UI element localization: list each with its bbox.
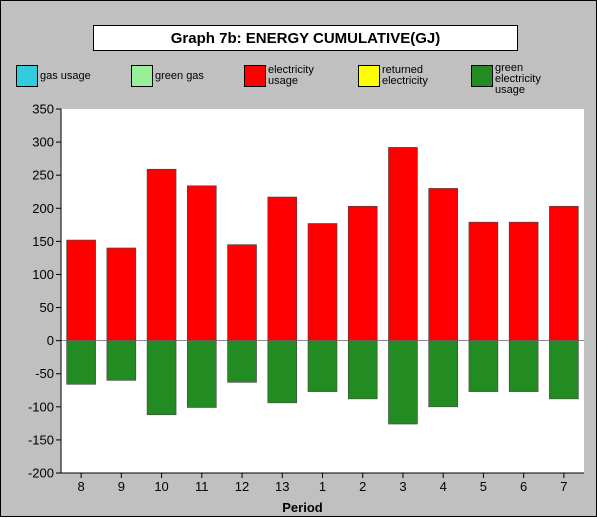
bar-green-electricity-usage-6 (508, 340, 539, 392)
bar-electricity-usage-3 (388, 147, 418, 341)
y-tick-label: 150 (32, 234, 54, 249)
y-tick-label: 100 (32, 267, 54, 282)
bar-green-electricity-usage-13 (267, 340, 298, 404)
bar-electricity-usage-4 (428, 188, 458, 341)
x-tick-label: 1 (319, 479, 326, 494)
bar-green-electricity-usage-1 (307, 340, 338, 392)
bar-green-electricity-usage-8 (66, 340, 96, 385)
x-axis-title: Period (282, 500, 323, 515)
y-tick-label: 0 (47, 333, 54, 348)
bar-green-electricity-usage-7 (549, 340, 579, 400)
y-tick-label: 250 (32, 168, 54, 183)
bar-electricity-usage-5 (468, 221, 499, 341)
y-tick-label: 200 (32, 201, 54, 216)
legend-label-returned-electricity: returned electricity (382, 64, 428, 87)
x-tick-label: 12 (235, 479, 249, 494)
legend-label-green-gas: green gas (155, 70, 204, 82)
legend-swatch-green-electricity-usage (471, 65, 493, 87)
y-tick-label: -100 (28, 399, 54, 414)
bar-green-electricity-usage-10 (146, 340, 177, 416)
legend-label-green-electricity-usage: green electricity usage (495, 62, 541, 96)
x-tick-label: 4 (440, 479, 447, 494)
legend-label-gas-usage: gas usage (40, 70, 91, 82)
x-tick-label: 8 (77, 479, 84, 494)
bar-electricity-usage-13 (267, 196, 298, 341)
legend-swatch-gas-usage (16, 65, 38, 87)
bar-electricity-usage-9 (106, 247, 137, 341)
chart-title: Graph 7b: ENERGY CUMULATIVE(GJ) (93, 25, 518, 51)
axes-group: 8 9 10 11 12 13 1 2 3 4 5 6 7350300250200150100500-5… (28, 102, 584, 494)
bar-green-electricity-usage-9 (106, 340, 137, 381)
x-tick-label: 10 (154, 479, 168, 494)
x-tick-label: 2 (359, 479, 366, 494)
bar-green-electricity-usage-2 (347, 340, 378, 400)
bars-group (66, 147, 579, 425)
x-tick-label: 6 (520, 479, 527, 494)
bar-green-electricity-usage-12 (227, 340, 257, 383)
x-tick-label: 3 (399, 479, 406, 494)
legend-swatch-returned-electricity (358, 65, 380, 87)
y-tick-label: 350 (32, 102, 54, 117)
legend-swatch-electricity-usage (244, 65, 266, 87)
legend-label-electricity-usage: electricity usage (268, 64, 314, 87)
y-tick-label: -150 (28, 432, 54, 447)
y-tick-label: 50 (40, 300, 54, 315)
x-tick-label: 5 (480, 479, 487, 494)
bar-green-electricity-usage-11 (187, 340, 217, 408)
x-tick-label: 7 (560, 479, 567, 494)
y-tick-label: -50 (35, 366, 54, 381)
x-tick-label: 13 (275, 479, 289, 494)
bar-electricity-usage-10 (146, 168, 177, 341)
bar-electricity-usage-1 (307, 223, 338, 341)
bar-electricity-usage-7 (549, 205, 579, 341)
bar-electricity-usage-2 (347, 205, 378, 341)
bar-electricity-usage-6 (508, 221, 539, 341)
bar-green-electricity-usage-5 (468, 340, 499, 392)
x-tick-label: 9 (118, 479, 125, 494)
legend-swatch-green-gas (131, 65, 153, 87)
y-tick-label: 300 (32, 135, 54, 150)
x-tick-label: 11 (195, 479, 209, 494)
bar-electricity-usage-11 (187, 185, 217, 341)
bar-green-electricity-usage-4 (428, 340, 458, 408)
bar-electricity-usage-8 (66, 239, 96, 341)
y-tick-label: -200 (28, 466, 54, 481)
bar-green-electricity-usage-3 (388, 340, 418, 425)
bar-electricity-usage-12 (227, 244, 257, 341)
